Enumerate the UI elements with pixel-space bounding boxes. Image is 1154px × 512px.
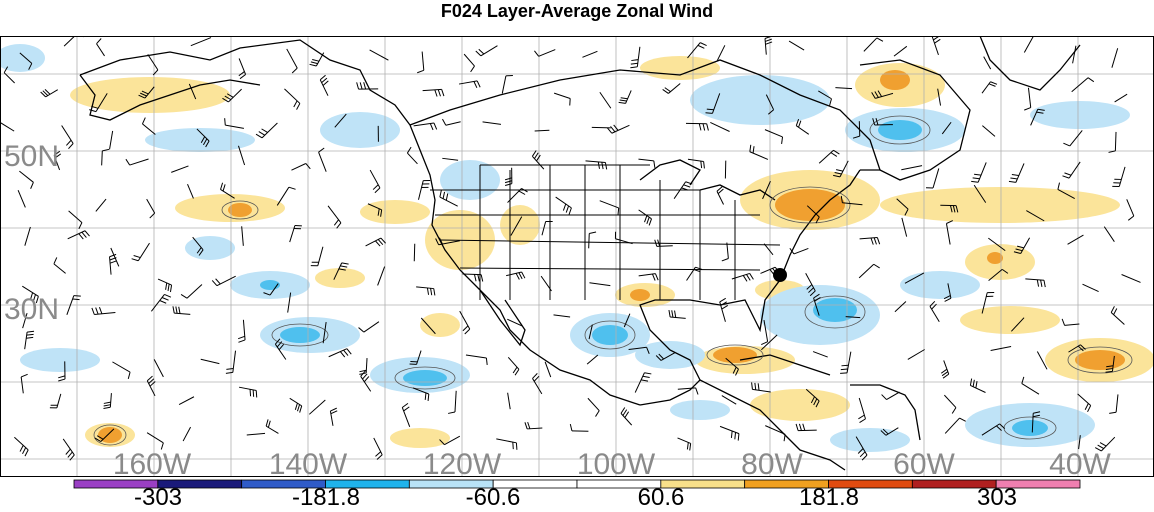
lat-label-30n: 30N — [4, 293, 59, 326]
lon-label-80w: 80W — [741, 448, 803, 481]
lon-label-160w: 160W — [113, 448, 192, 481]
location-marker — [773, 268, 787, 282]
lon-label-120w: 120W — [423, 448, 502, 481]
colorbar — [74, 480, 1080, 488]
lon-label-100w: 100W — [577, 448, 656, 481]
colorbar-label: 60.6 — [638, 484, 685, 512]
lat-label-50n: 50N — [4, 140, 59, 173]
colorbar-label: -60.6 — [466, 484, 521, 512]
lon-label-60w: 60W — [893, 448, 955, 481]
colorbar-label: -303 — [134, 484, 182, 512]
colorbar-label: 303 — [977, 484, 1017, 512]
colorbar-label: 181.8 — [799, 484, 859, 512]
lon-label-140w: 140W — [269, 448, 348, 481]
colorbar-label: -181.8 — [292, 484, 360, 512]
lon-label-40w: 40W — [1049, 448, 1111, 481]
